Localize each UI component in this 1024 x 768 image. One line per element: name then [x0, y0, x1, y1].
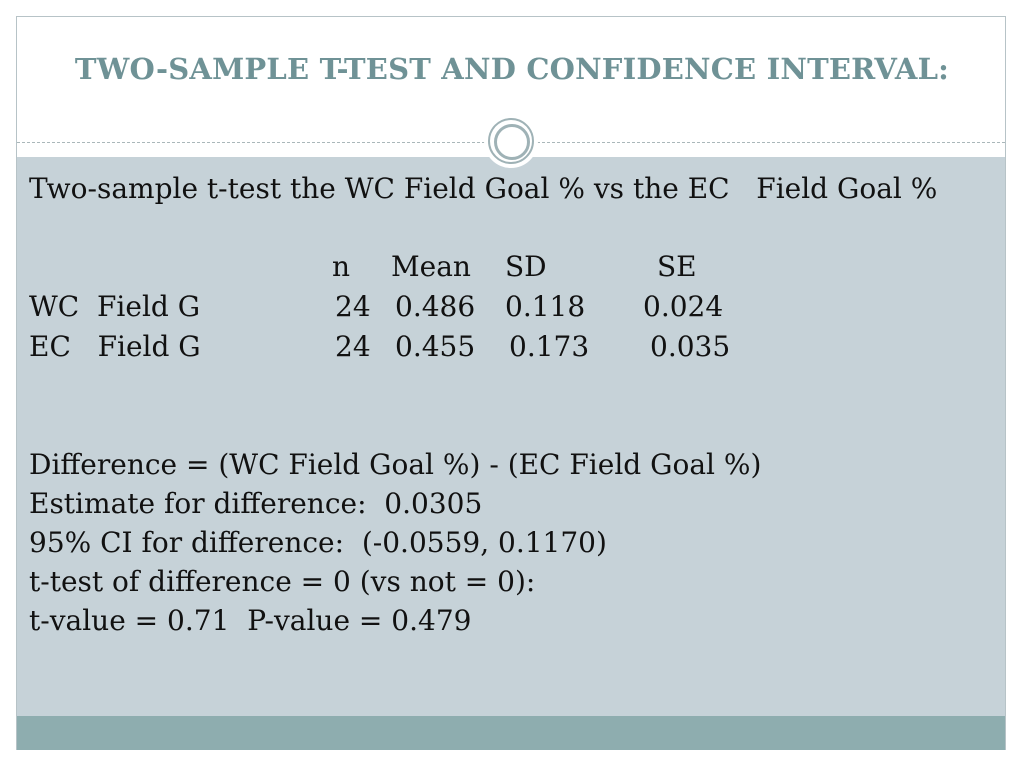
- slide-title: TWO-SAMPLE T-TEST AND CONFIDENCE INTERVA…: [74, 52, 950, 86]
- cell-mean-wc: 0.486: [395, 290, 476, 323]
- row-label-wc: WC Field G: [29, 290, 201, 323]
- result-line-ci: 95% CI for difference: (-0.0559, 0.1170): [29, 526, 607, 559]
- test-heading: Two-sample t-test the WC Field Goal % vs…: [29, 172, 938, 205]
- footer-bar: [17, 716, 1005, 750]
- content-panel: Two-sample t-test the WC Field Goal % vs…: [17, 157, 1005, 716]
- header-se: SE: [657, 250, 697, 283]
- cell-se-wc: 0.024: [643, 290, 724, 323]
- ornament-inner-ring: [494, 124, 530, 160]
- result-line-estimate: Estimate for difference: 0.0305: [29, 487, 483, 520]
- result-line-ttest: t-test of difference = 0 (vs not = 0):: [29, 565, 536, 598]
- header-sd: SD: [505, 250, 547, 283]
- cell-n-wc: 24: [335, 290, 371, 323]
- header-n: n: [332, 250, 351, 283]
- double-circle-ornament-icon: [484, 114, 538, 168]
- result-line-difference: Difference = (WC Field Goal %) - (EC Fie…: [29, 448, 762, 481]
- cell-mean-ec: 0.455: [395, 330, 476, 363]
- cell-sd-wc: 0.118: [505, 290, 586, 323]
- cell-se-ec: 0.035: [650, 330, 731, 363]
- header-mean: Mean: [391, 250, 471, 283]
- cell-n-ec: 24: [335, 330, 371, 363]
- row-label-ec: EC Field G: [29, 330, 201, 363]
- result-line-values: t-value = 0.71 P-value = 0.479: [29, 604, 472, 637]
- cell-sd-ec: 0.173: [509, 330, 590, 363]
